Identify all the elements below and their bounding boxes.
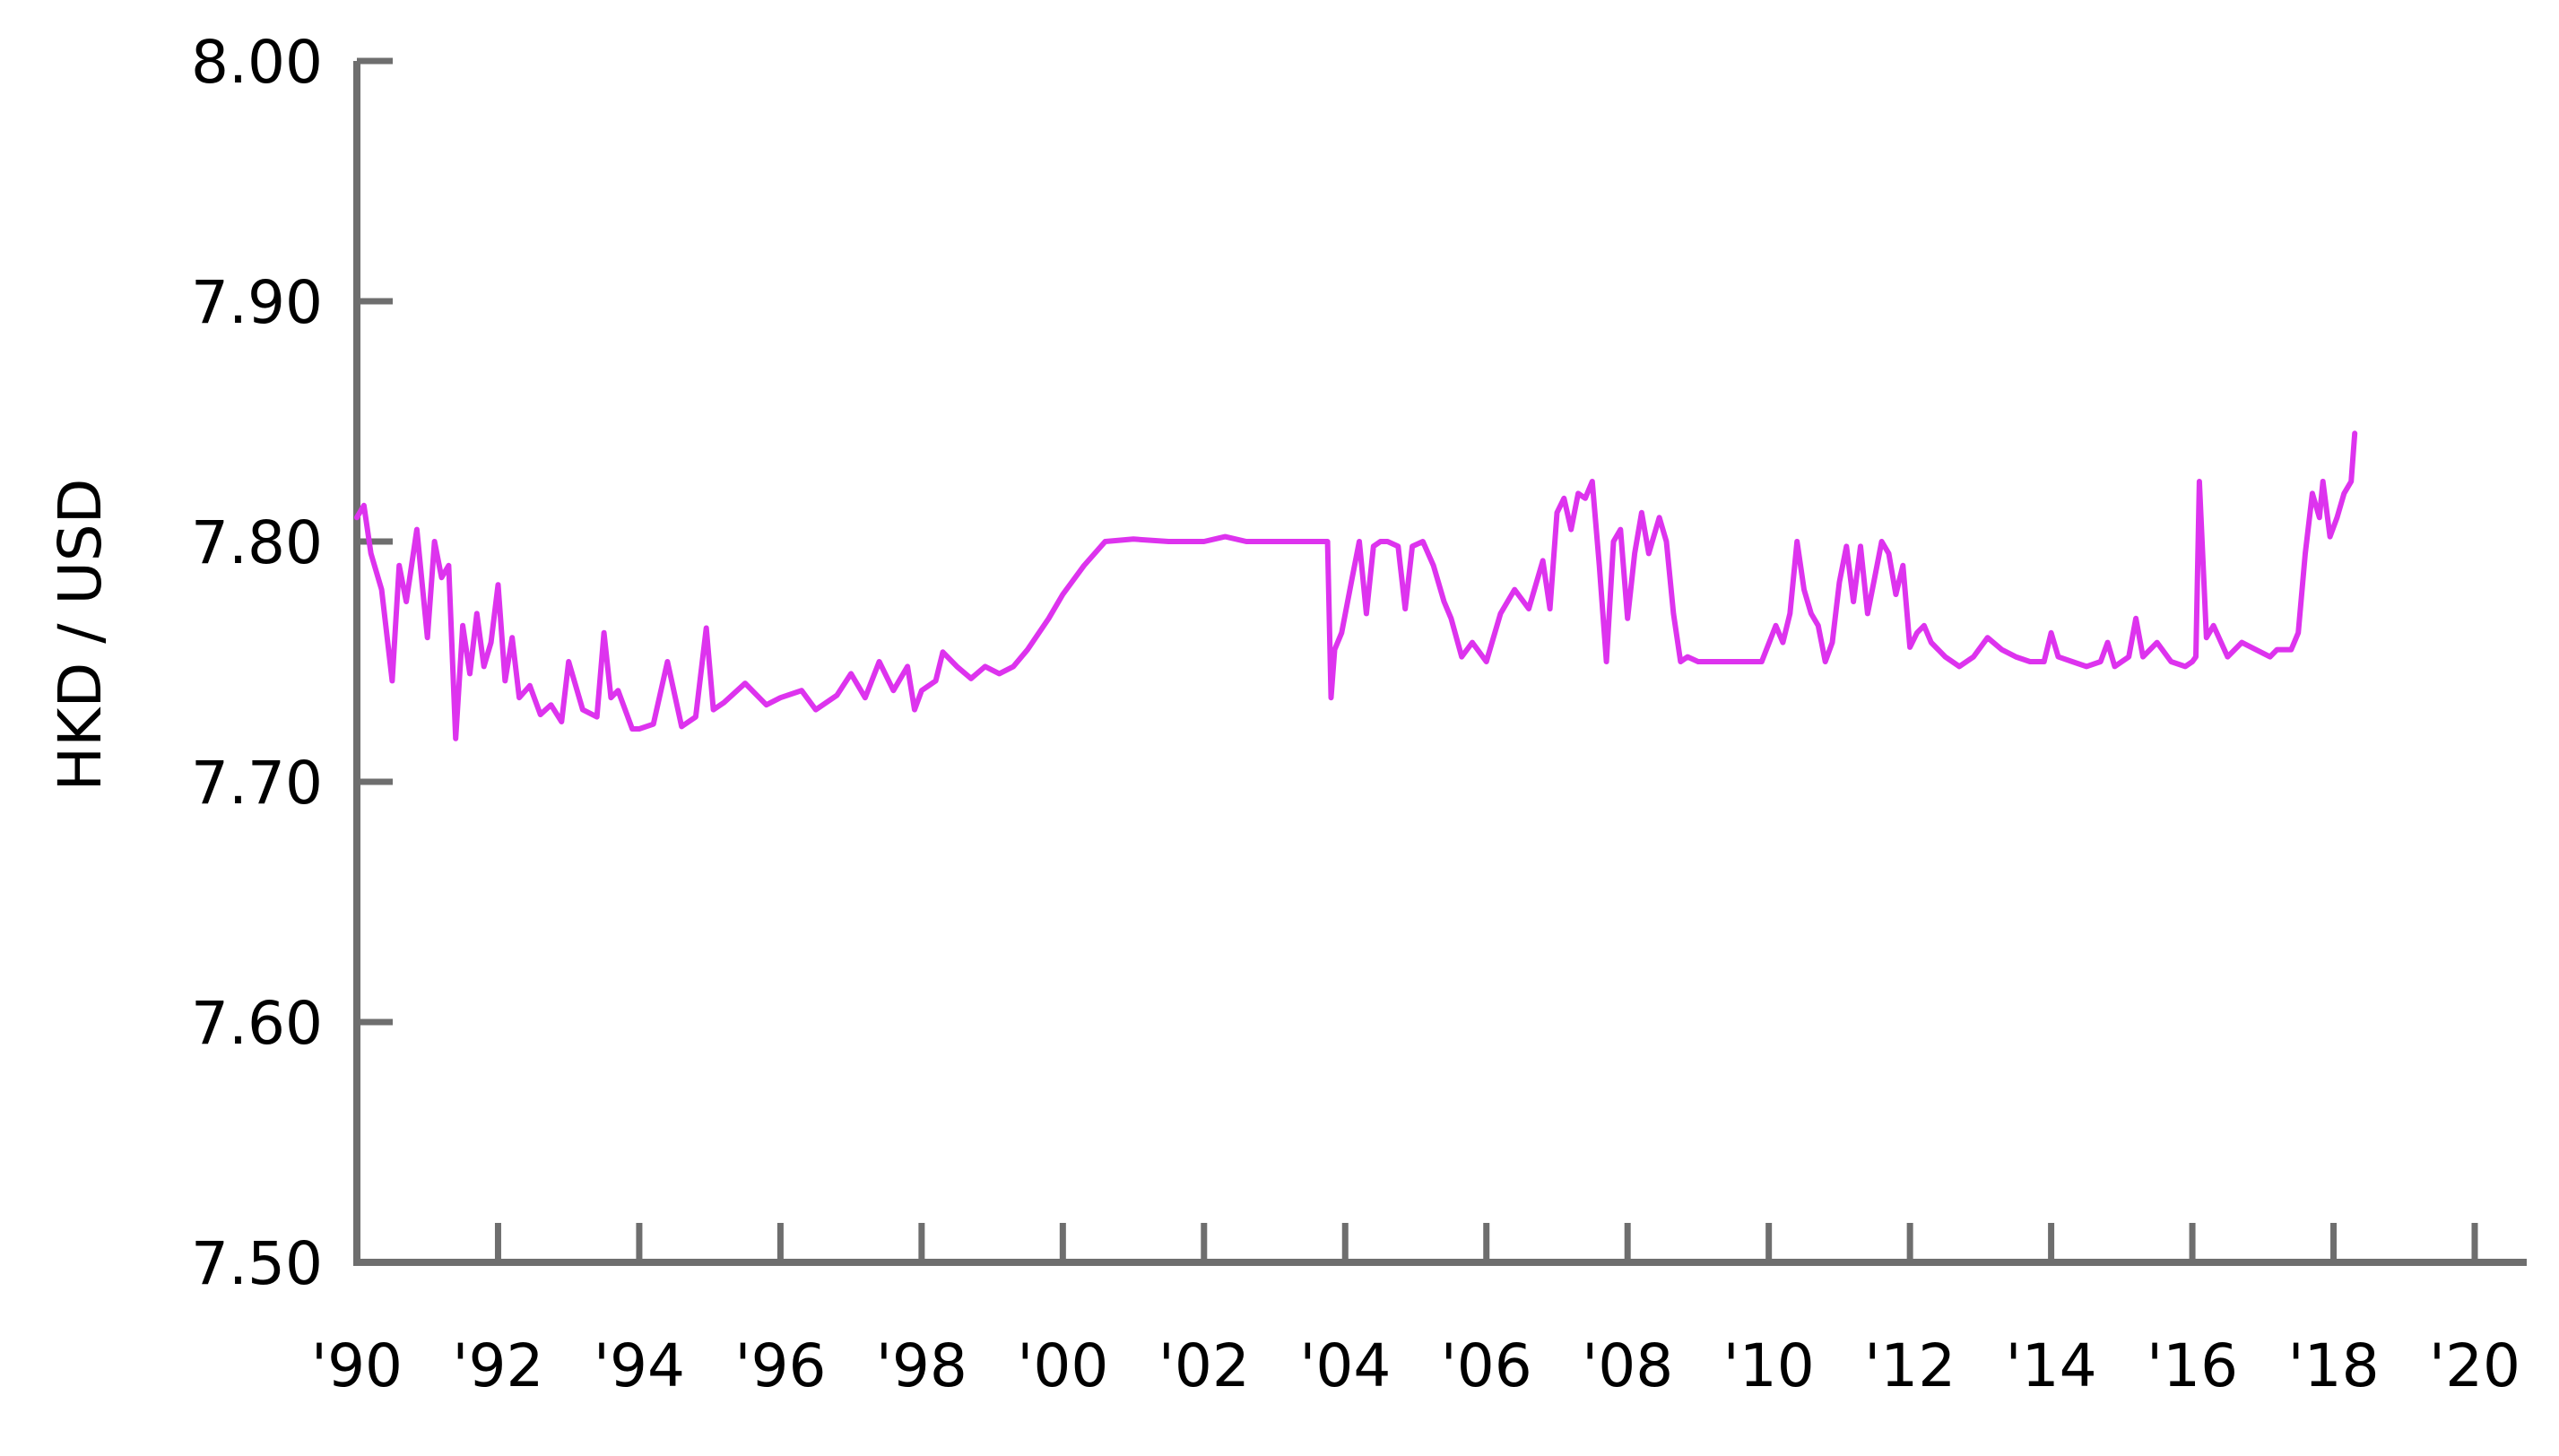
x-tick-label: '04: [1299, 1331, 1391, 1400]
exchange-rate-series-line: [354, 430, 2358, 741]
y-tick-label: 7.60: [191, 989, 323, 1058]
y-tick-label: 8.00: [191, 28, 323, 97]
x-tick-label: '94: [594, 1331, 685, 1400]
x-tick-label: '96: [734, 1331, 826, 1400]
x-tick-label: '98: [876, 1331, 967, 1400]
x-tick-label: '18: [2287, 1331, 2379, 1400]
y-axis-title: HKD / USD: [46, 479, 115, 792]
x-tick-label: '20: [2429, 1331, 2520, 1400]
x-tick-label: '08: [1582, 1331, 1673, 1400]
x-tick-label: '06: [1441, 1331, 1532, 1400]
x-tick-label: '90: [311, 1331, 403, 1400]
x-tick-label: '10: [1723, 1331, 1815, 1400]
y-tick-label: 7.80: [191, 508, 323, 577]
axes: [353, 61, 2527, 1266]
x-tick-label: '16: [2147, 1331, 2238, 1400]
x-tick-label: '14: [2006, 1331, 2097, 1400]
y-tick-label: 7.90: [191, 268, 323, 337]
series-layer: [354, 430, 2358, 741]
x-ticks: '90 '92 '94 '96 '98 '00 '02 '04 '06 '08 '10 '12 '14 '…: [311, 1223, 2520, 1400]
y-tick-label: 7.50: [191, 1229, 323, 1298]
x-tick-label: '12: [1864, 1331, 1956, 1400]
x-tick-label: '02: [1158, 1331, 1250, 1400]
x-tick-label: '00: [1017, 1331, 1108, 1400]
x-tick-label: '92: [452, 1331, 543, 1400]
y-ticks: 7.50 7.60 7.70 7.80 7.90 8.00: [191, 28, 393, 1298]
y-tick-label: 7.70: [191, 749, 323, 818]
